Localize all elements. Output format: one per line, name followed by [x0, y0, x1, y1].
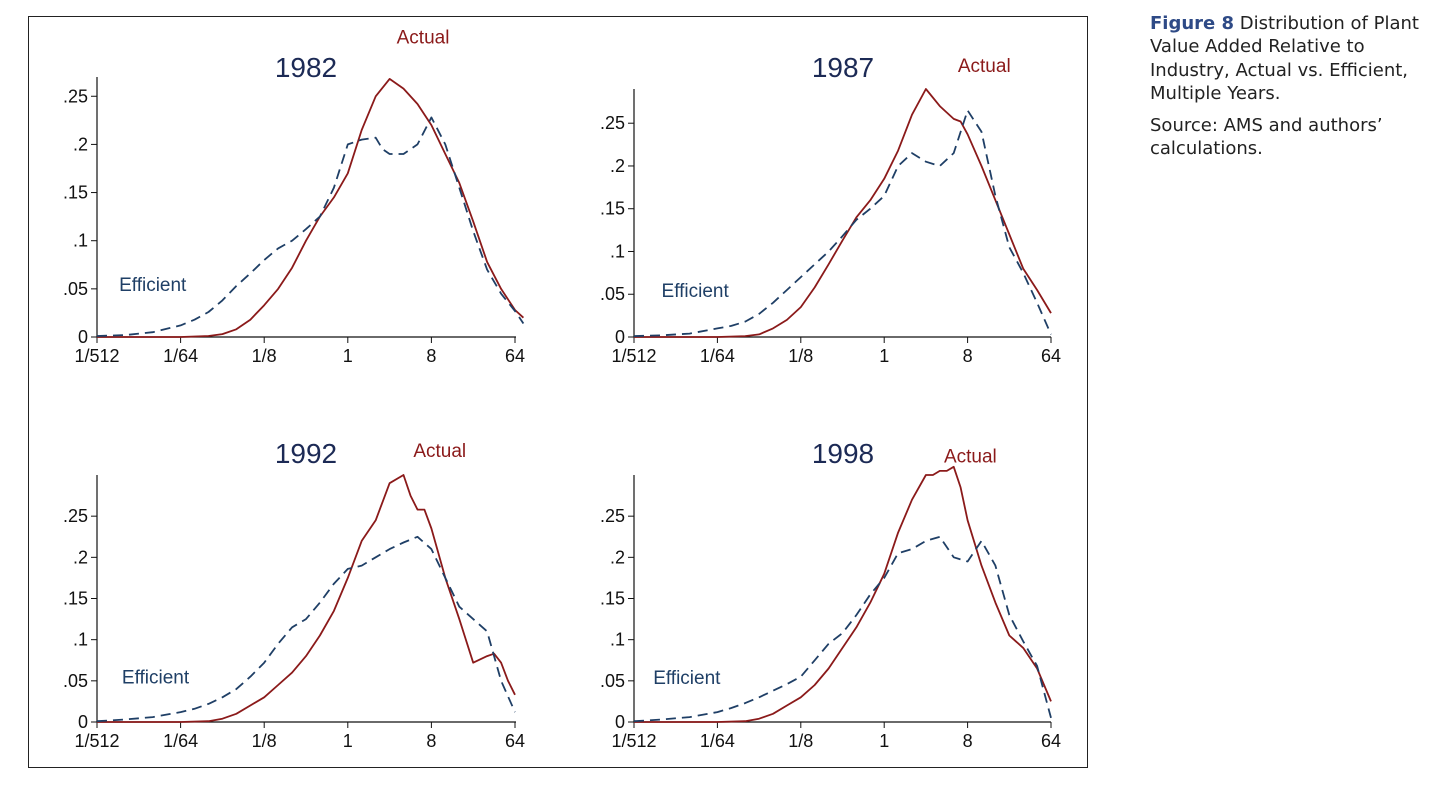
- x-tick-label: 64: [1041, 346, 1061, 366]
- actual-series-line: [634, 88, 1052, 338]
- caption-title-paragraph: Figure 8 Distribution of Plant Value Add…: [1150, 12, 1450, 106]
- panel-title: 1982: [275, 52, 337, 83]
- x-tick-label: 1: [343, 731, 353, 751]
- x-tick-label: 1/8: [252, 346, 277, 366]
- figure-source: Source: AMS and authors’ calculations.: [1150, 114, 1383, 159]
- actual-series-line: [634, 465, 1052, 723]
- actual-series-label: Actual: [958, 56, 1011, 77]
- x-tick-label: 1: [879, 731, 889, 751]
- x-tick-label: 1: [343, 346, 353, 366]
- x-tick-label: 8: [426, 731, 436, 751]
- figure-panel-grid: 0 .05 .1 .15 .2 .25 1/512 1/64 1/8 1 8 64 1982 Actual…: [28, 16, 1088, 768]
- x-tick-label: 64: [505, 346, 525, 366]
- y-tick-label: 0: [615, 712, 625, 732]
- x-tick-label: 1/512: [74, 346, 119, 366]
- y-tick-label: .2: [610, 547, 625, 567]
- y-tick-label: .25: [600, 113, 625, 133]
- y-tick-label: .25: [63, 86, 88, 106]
- y-tick-label: 0: [78, 327, 88, 347]
- y-tick-label: .1: [610, 630, 625, 650]
- panel-title: 1998: [812, 438, 874, 469]
- figure-number: Figure 8: [1150, 13, 1235, 34]
- x-tick-label: 1/512: [74, 731, 119, 751]
- y-tick-label: .15: [600, 589, 625, 609]
- y-tick-label: .05: [600, 671, 625, 691]
- x-tick-label: 8: [963, 731, 973, 751]
- y-tick-label: .2: [73, 134, 88, 154]
- x-tick-label: 1/64: [163, 731, 198, 751]
- efficient-series-label: Efficient: [653, 668, 721, 689]
- x-tick-label: 1/512: [611, 346, 656, 366]
- efficient-series-line: [633, 109, 1052, 337]
- efficient-series-line: [96, 116, 525, 337]
- y-tick-label: .15: [63, 589, 88, 609]
- y-tick-label: .1: [73, 231, 88, 251]
- y-tick-label: .15: [600, 199, 625, 219]
- efficient-series-label: Efficient: [662, 281, 730, 302]
- y-tick-label: .05: [600, 284, 625, 304]
- x-tick-label: 64: [505, 731, 525, 751]
- charts-canvas: 0 .05 .1 .15 .2 .25 1/512 1/64 1/8 1 8 64 1982 Actual…: [63, 27, 1061, 751]
- actual-series-line: [97, 78, 525, 338]
- x-tick-label: 1/8: [252, 731, 277, 751]
- actual-series-label: Actual: [413, 441, 466, 462]
- figure-caption: Figure 8 Distribution of Plant Value Add…: [1150, 12, 1450, 168]
- y-tick-label: .2: [610, 156, 625, 176]
- x-tick-label: 1/512: [611, 731, 656, 751]
- efficient-series-label: Efficient: [122, 667, 190, 688]
- x-tick-label: 1: [879, 346, 889, 366]
- x-tick-label: 1/64: [163, 346, 198, 366]
- figure-title: Distribution of Plant Value Added Relati…: [1150, 13, 1419, 105]
- panel-title: 1992: [275, 438, 337, 469]
- chart-panel-1987: 0 .05 .1 .15 .2 .25 1/512 1/64 1/8 1 8 64 1987 Actual…: [600, 52, 1061, 366]
- y-tick-label: 0: [615, 327, 625, 347]
- efficient-series-line: [633, 535, 1052, 723]
- actual-series-label: Actual: [397, 27, 450, 48]
- x-tick-label: 64: [1041, 731, 1061, 751]
- chart-panel-1998: 0 .05 .1 .15 .2 .25 1/512 1/64 1/8 1 8 64 1998 Actual…: [600, 438, 1061, 751]
- y-tick-label: .25: [600, 506, 625, 526]
- y-tick-label: .2: [73, 547, 88, 567]
- x-tick-label: 1/8: [788, 731, 813, 751]
- y-tick-label: .25: [63, 506, 88, 526]
- chart-panel-1982: 0 .05 .1 .15 .2 .25 1/512 1/64 1/8 1 8 64 1982 Actual…: [63, 27, 525, 366]
- panel-title: 1987: [812, 52, 874, 83]
- x-tick-label: 8: [426, 346, 436, 366]
- x-tick-label: 1/64: [700, 731, 735, 751]
- y-tick-label: .05: [63, 671, 88, 691]
- y-tick-label: .1: [73, 630, 88, 650]
- y-tick-label: .1: [610, 241, 625, 261]
- actual-series-label: Actual: [944, 447, 997, 468]
- actual-series-line: [97, 474, 516, 723]
- chart-panel-1992: 0 .05 .1 .15 .2 .25 1/512 1/64 1/8 1 8 64 1992 Actual…: [63, 438, 525, 751]
- efficient-series-label: Efficient: [119, 275, 187, 296]
- x-tick-label: 1/64: [700, 346, 735, 366]
- x-tick-label: 1/8: [788, 346, 813, 366]
- y-tick-label: .05: [63, 279, 88, 299]
- x-tick-label: 8: [963, 346, 973, 366]
- efficient-series-line: [96, 535, 516, 723]
- y-tick-label: .15: [63, 183, 88, 203]
- y-tick-label: 0: [78, 712, 88, 732]
